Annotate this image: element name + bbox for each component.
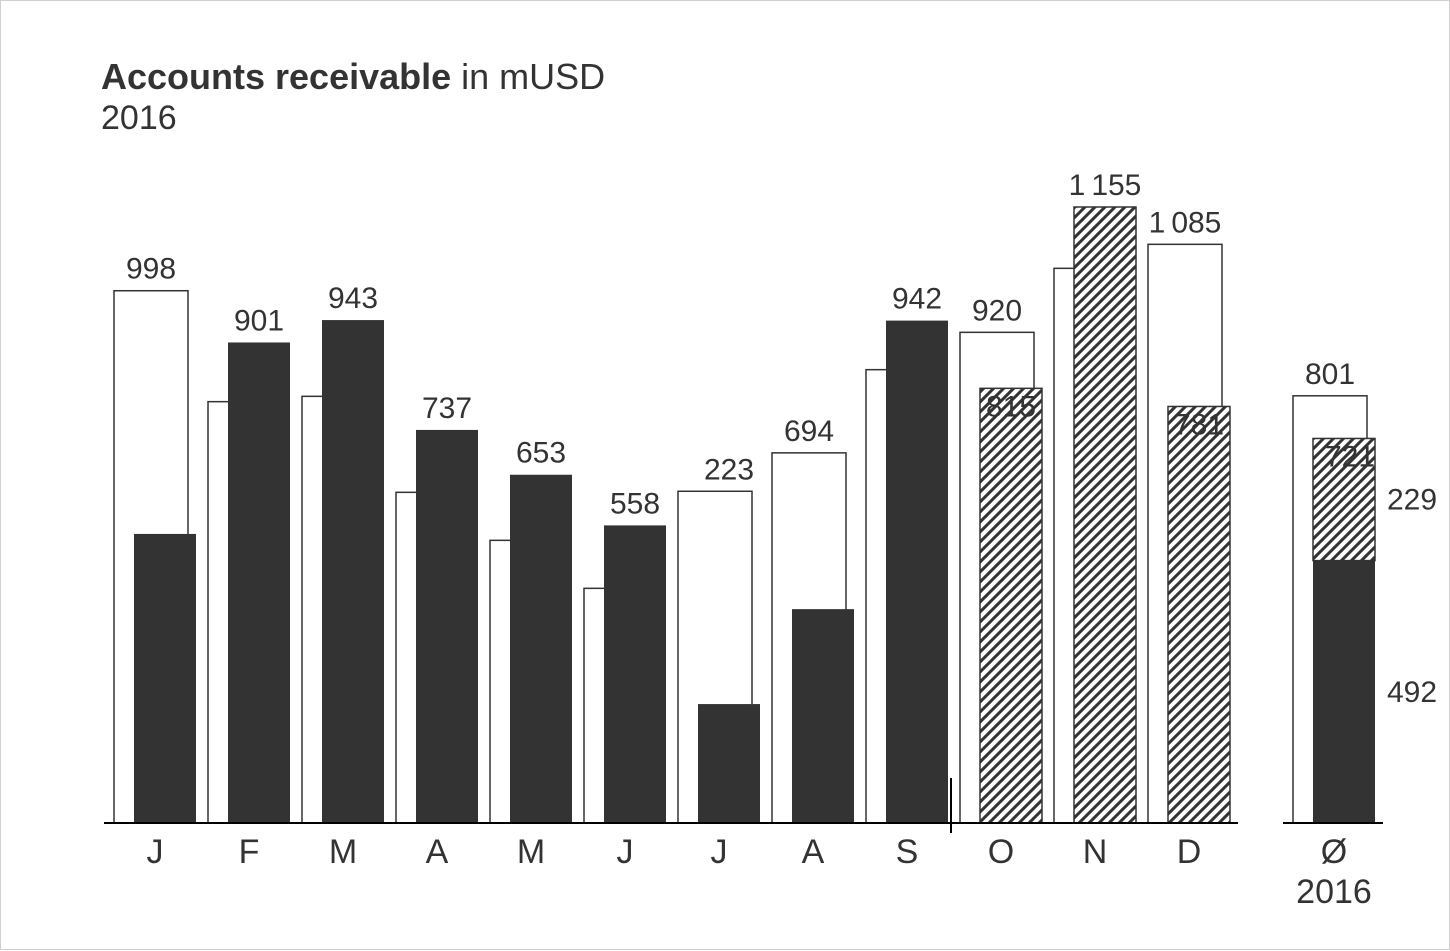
axis-month-label: S	[896, 833, 919, 871]
actual-bar	[886, 321, 948, 823]
axis-month-label: A	[802, 833, 825, 871]
value-label-back: 694	[784, 415, 834, 448]
axis-month-label: M	[517, 833, 545, 871]
actual-bar	[1168, 406, 1230, 823]
value-label: 223	[704, 453, 754, 486]
axis-month-label: A	[426, 833, 449, 871]
axis-month-label: O	[988, 833, 1014, 871]
value-label-back: 1 085	[1149, 206, 1222, 239]
value-label-back: 920	[972, 294, 1022, 327]
avg-stack-segment	[1313, 561, 1375, 823]
value-label-back: 998	[126, 253, 176, 286]
value-label: 943	[328, 282, 378, 315]
axis-month-label: J	[147, 833, 164, 871]
chart-frame: Accounts receivable in mUSD2016542998J90…	[0, 0, 1450, 950]
value-label: 401	[798, 611, 848, 644]
axis-month-label: J	[617, 833, 634, 871]
chart-title: Accounts receivable in mUSD	[101, 56, 605, 97]
value-label: 558	[610, 487, 660, 520]
axis-month-label: M	[329, 833, 357, 871]
actual-bar	[604, 525, 666, 823]
actual-bar	[134, 534, 196, 823]
actual-bar	[980, 388, 1042, 823]
avg-segment-label: 492	[1387, 676, 1437, 709]
value-label: 737	[422, 392, 472, 425]
avg-stack-total-label: 721	[1325, 440, 1375, 473]
actual-bar	[416, 430, 478, 823]
value-label: 901	[234, 304, 284, 337]
accounts-receivable-chart: Accounts receivable in mUSD2016542998J90…	[1, 1, 1450, 951]
axis-month-label: F	[239, 833, 260, 871]
value-label-back: 801	[1305, 358, 1355, 391]
value-label: 942	[892, 283, 942, 316]
actual-bar	[698, 704, 760, 823]
avg-axis-label-1: Ø	[1321, 833, 1347, 871]
value-label: 542	[140, 536, 190, 569]
actual-bar	[322, 320, 384, 823]
axis-month-label: J	[711, 833, 728, 871]
actual-bar	[510, 475, 572, 823]
value-label: 781	[1174, 408, 1224, 441]
axis-month-label: N	[1083, 833, 1108, 871]
avg-segment-label: 229	[1387, 484, 1437, 517]
actual-bar	[1074, 207, 1136, 823]
value-label: 815	[986, 390, 1036, 423]
chart-subtitle: 2016	[101, 99, 177, 137]
axis-month-label: D	[1177, 833, 1202, 871]
actual-bar	[228, 342, 290, 823]
value-label: 1 155	[1069, 169, 1142, 202]
avg-axis-label-2: 2016	[1296, 873, 1372, 911]
value-label: 653	[516, 437, 566, 470]
